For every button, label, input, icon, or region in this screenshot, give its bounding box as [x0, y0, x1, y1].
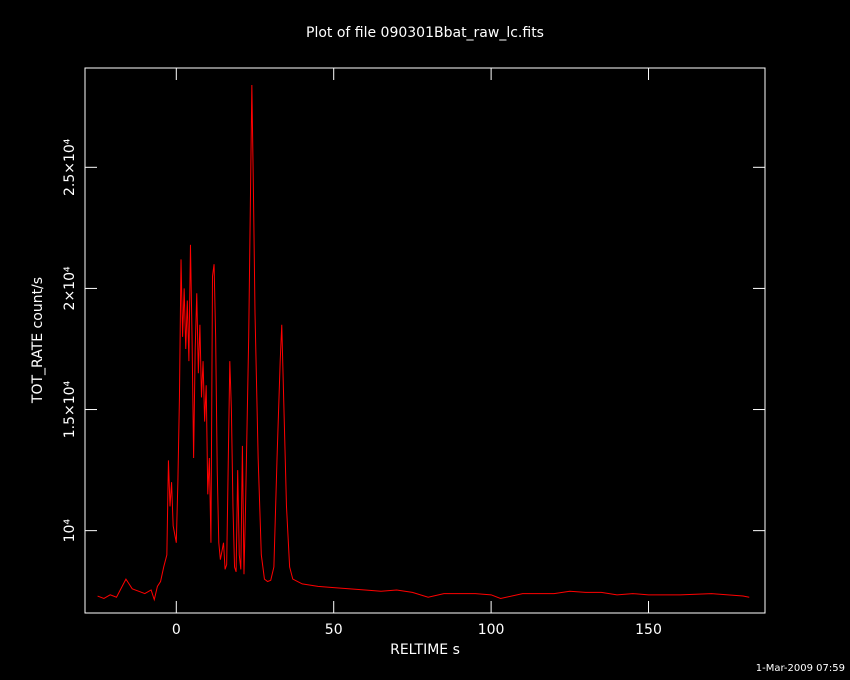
x-tick-label: 100	[478, 622, 505, 638]
x-axis-label: RELTIME s	[390, 642, 460, 658]
footnote: 1-Mar-2009 07:59	[756, 663, 845, 674]
y-tick-label: 2.5×10⁴	[62, 138, 78, 196]
x-tick-label: 150	[635, 622, 662, 638]
chart-title: Plot of file 090301Bbat_raw_lc.fits	[306, 25, 544, 41]
x-tick-label: 50	[325, 622, 343, 638]
y-tick-label: 10⁴	[62, 519, 78, 543]
x-tick-label: 0	[172, 622, 181, 638]
y-tick-label: 2×10⁴	[62, 266, 78, 310]
y-tick-label: 1.5×10⁴	[62, 380, 78, 438]
y-axis-label: TOT_RATE count/s	[30, 277, 46, 404]
plot-frame	[84, 67, 766, 614]
data-line	[97, 84, 750, 602]
